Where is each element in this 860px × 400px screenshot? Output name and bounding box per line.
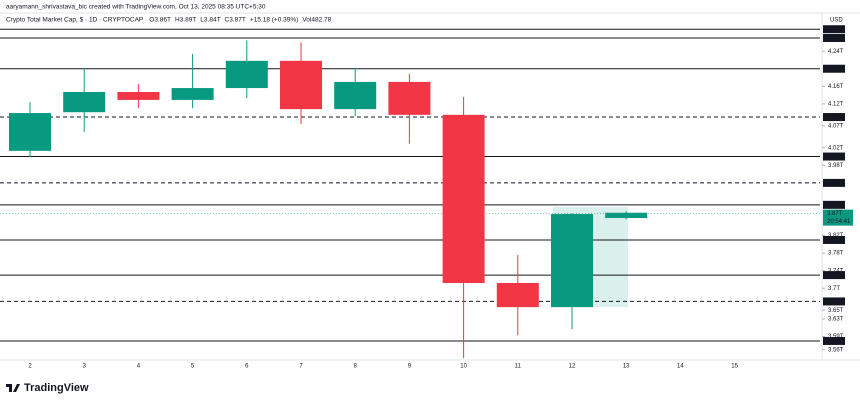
brand: TradingView bbox=[24, 382, 89, 394]
level-label: 3.67T bbox=[827, 299, 843, 305]
candle-body bbox=[225, 60, 268, 89]
candle-body bbox=[334, 81, 377, 110]
x-tick-label: 13 bbox=[623, 364, 630, 370]
level-label-box bbox=[823, 178, 845, 187]
level-label: 4.29T bbox=[827, 27, 843, 33]
y-tick-label: 4.24T bbox=[828, 49, 844, 55]
level-label-box bbox=[823, 336, 845, 345]
candle-body bbox=[551, 214, 593, 308]
x-tick-label: 5 bbox=[191, 364, 195, 370]
logo: TradingView bbox=[6, 382, 89, 394]
x-tick-label: 4 bbox=[137, 364, 141, 370]
y-tick-label: 3.63T bbox=[828, 317, 844, 323]
y-tick-label: 3.78T bbox=[828, 251, 844, 257]
x-tick-label: 9 bbox=[408, 364, 412, 370]
candle-body bbox=[496, 282, 539, 308]
x-tick-label: 2 bbox=[28, 364, 32, 370]
level-label: 3.94T bbox=[827, 180, 843, 186]
x-tick-label: 8 bbox=[354, 364, 358, 370]
last-price-box bbox=[823, 209, 853, 226]
y-tick-label: 3.7T bbox=[828, 286, 840, 292]
x-tick-label: 6 bbox=[245, 364, 249, 370]
ohlc-label: C3.87T bbox=[225, 17, 246, 24]
candle-body bbox=[605, 212, 648, 219]
level-label: 3.89T bbox=[827, 202, 843, 208]
candle-body bbox=[388, 81, 431, 115]
level-label: 3.58T bbox=[827, 339, 843, 345]
x-tick-label: 14 bbox=[677, 364, 684, 370]
level-label-box bbox=[823, 297, 845, 306]
y-tick-label: 3.98T bbox=[828, 163, 844, 169]
candle-body bbox=[9, 113, 51, 151]
candle-body bbox=[280, 60, 322, 110]
candle-body bbox=[171, 88, 214, 100]
change: +15.18 (+0.39%) bbox=[250, 17, 298, 24]
x-tick-label: 10 bbox=[460, 364, 467, 370]
symbol-title: Crypto Total Market Cap, $ · 1D · CRYPTO… bbox=[6, 17, 143, 24]
y-tick-label: 4.12T bbox=[828, 101, 844, 107]
ohlc-label: L3.84T bbox=[200, 17, 220, 24]
level-label: 4T bbox=[827, 154, 834, 160]
y-tick-label: 3.65T bbox=[828, 308, 844, 314]
ohlc-label: O3.86T bbox=[149, 17, 171, 24]
y-tick-label: 4.07T bbox=[828, 123, 844, 129]
level-label-box bbox=[823, 271, 845, 280]
x-tick-label: 3 bbox=[83, 364, 87, 370]
level-label-box bbox=[823, 235, 845, 244]
countdown: 20:54:41 bbox=[827, 219, 851, 225]
x-tick-label: 15 bbox=[731, 364, 738, 370]
volume: Vol482.78 bbox=[302, 17, 331, 24]
ohlc-label: H3.89T bbox=[175, 17, 196, 24]
level-label: 4.09T bbox=[827, 115, 843, 121]
y-tick-label: 4.02T bbox=[828, 145, 844, 151]
level-label-box bbox=[823, 34, 845, 43]
level-label-box bbox=[823, 113, 845, 122]
x-tick-label: 11 bbox=[515, 364, 522, 370]
level-label: 3.73T bbox=[827, 273, 843, 279]
level-label-box bbox=[823, 64, 845, 73]
candle-body bbox=[117, 92, 160, 100]
symbol-header: Crypto Total Market Cap, $ · 1D · CRYPTO… bbox=[6, 17, 332, 24]
logo-mark bbox=[6, 384, 20, 392]
level-label-box bbox=[823, 200, 845, 209]
currency: USD bbox=[830, 18, 843, 24]
level-label: 3.81T bbox=[827, 238, 843, 244]
x-tick-label: 12 bbox=[569, 364, 576, 370]
last-price-label: 3.87T bbox=[827, 211, 843, 217]
candle-body bbox=[63, 92, 106, 113]
level-label: 4.27T bbox=[827, 36, 843, 42]
candle-body bbox=[442, 114, 485, 283]
level-label-box bbox=[823, 25, 845, 34]
x-tick-label: 7 bbox=[299, 364, 303, 370]
y-tick-label: 4.16T bbox=[828, 84, 844, 90]
level-label-box bbox=[823, 152, 845, 161]
caption: aaryamann_shrivastava_bic created with T… bbox=[6, 4, 266, 11]
level-label: 4.2T bbox=[827, 66, 839, 72]
y-tick-label: 3.56T bbox=[828, 347, 844, 353]
